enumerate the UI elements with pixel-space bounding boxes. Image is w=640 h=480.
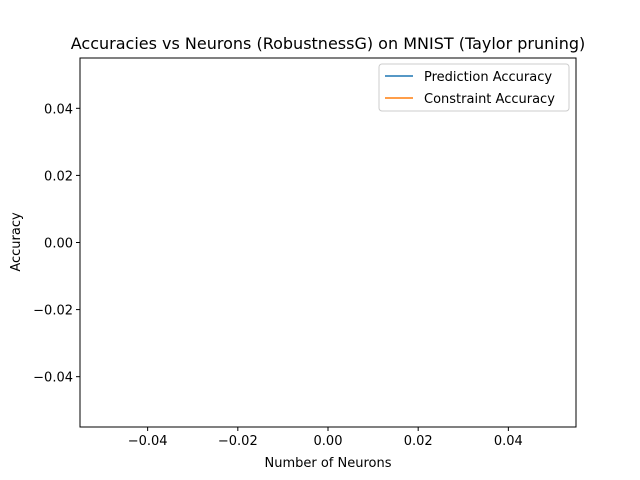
x-axis-ticks: −0.04 −0.02 0.00 0.02 0.04: [128, 427, 523, 449]
x-axis-label: Number of Neurons: [264, 456, 391, 471]
x-tick-label: 0.04: [494, 434, 523, 449]
legend-label: Prediction Accuracy: [424, 70, 552, 85]
y-axis-ticks: −0.04 −0.02 0.00 0.02 0.04: [33, 102, 80, 386]
y-tick-label: −0.04: [33, 371, 73, 386]
y-tick-label: −0.02: [33, 304, 73, 319]
legend-box: [378, 63, 570, 112]
y-tick-label: 0.04: [44, 102, 73, 117]
x-tick-label: 0.02: [404, 434, 433, 449]
plot-area: [79, 57, 577, 428]
x-tick-label: −0.02: [218, 434, 258, 449]
y-tick-label: 0.02: [44, 169, 73, 184]
x-tick-label: −0.04: [128, 434, 168, 449]
y-tick-label: 0.00: [44, 237, 73, 252]
legend: Prediction Accuracy Constraint Accuracy: [378, 63, 570, 112]
x-tick-label: 0.00: [314, 434, 343, 449]
legend-entries: Prediction Accuracy Constraint Accuracy: [385, 70, 555, 107]
chart-title: Accuracies vs Neurons (RobustnessG) on M…: [71, 34, 586, 53]
y-axis-label: Accuracy: [9, 212, 24, 272]
legend-label: Constraint Accuracy: [424, 92, 555, 107]
